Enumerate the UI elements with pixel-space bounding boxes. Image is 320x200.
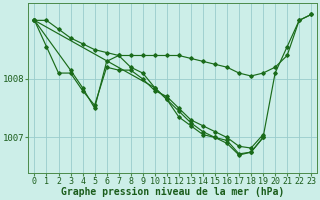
X-axis label: Graphe pression niveau de la mer (hPa): Graphe pression niveau de la mer (hPa) xyxy=(61,187,284,197)
